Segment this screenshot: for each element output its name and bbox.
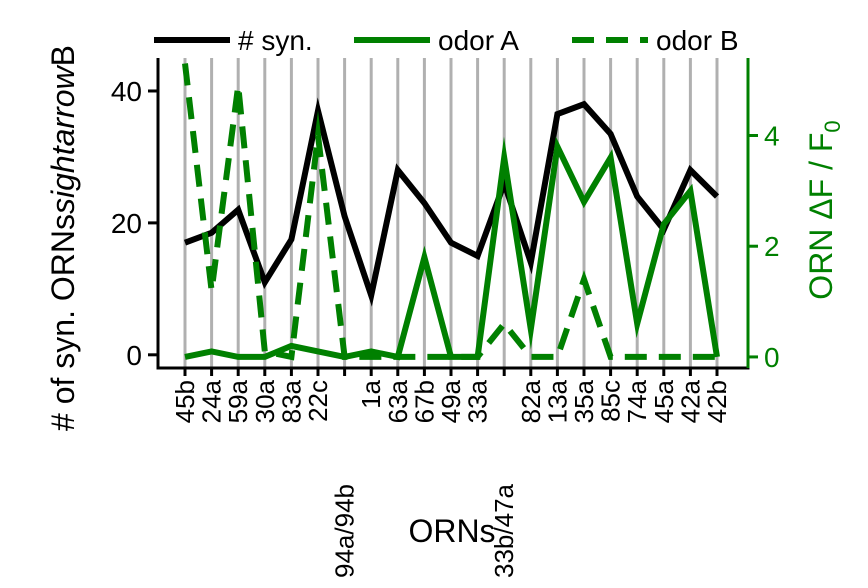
x-tick-label: 49a [436,379,466,423]
right-y-tick-label: 0 [764,342,780,373]
legend: # syn. odor A odor B [154,25,739,56]
series-line--syn- [183,97,720,307]
left-y-tick-label: 40 [111,76,142,107]
series-line-odor-a [184,136,720,361]
x-axis-label: ORNs [408,513,495,549]
x-tick-label: 22c [303,380,333,422]
x-tick-label: 13a [542,379,572,423]
right-y-tick-label: 4 [764,121,780,152]
x-tick-label: 82a [516,379,546,423]
series-line-odor-b [182,59,717,361]
x-tick-label: 59a [223,379,253,423]
x-tick-label: 45b [170,380,200,423]
x-tick-label: 85c [596,380,626,422]
legend-label: odor B [656,25,739,56]
legend-label: odor A [438,25,519,56]
x-tick-label: 94a/94b [330,484,360,578]
x-tick-label: 30a [250,379,280,423]
x-tick-label: 63a [383,379,413,423]
x-tick-label: 33a [463,379,493,423]
x-tick-label: 1a [356,379,386,408]
left-y-axis-label: # of syn. ORNssightarrowB [45,45,81,431]
x-tick-label: 45a [649,379,679,423]
axes [148,58,758,376]
left-y-tick-label: 20 [111,208,142,239]
series-lines [182,59,720,361]
right-y-axis-label: ORN ΔF / F0 [803,120,845,299]
x-tick-label: 33b/47a [489,483,519,578]
left-y-tick-label: 0 [126,340,142,371]
x-tick-label: 24a [197,379,227,423]
x-tick-label: 42b [702,380,732,423]
x-tick-label: 83a [276,379,306,423]
legend-label: # syn. [238,25,313,56]
x-tick-label: 74a [622,379,652,423]
left-y-tick-labels: 0 20 40 [111,76,142,371]
x-tick-label: 42a [675,379,705,423]
x-tick-label: 35a [569,379,599,423]
x-tick-label: 67b [409,380,439,423]
right-y-tick-labels: 0 2 4 [764,121,780,373]
right-y-tick-label: 2 [764,231,780,262]
